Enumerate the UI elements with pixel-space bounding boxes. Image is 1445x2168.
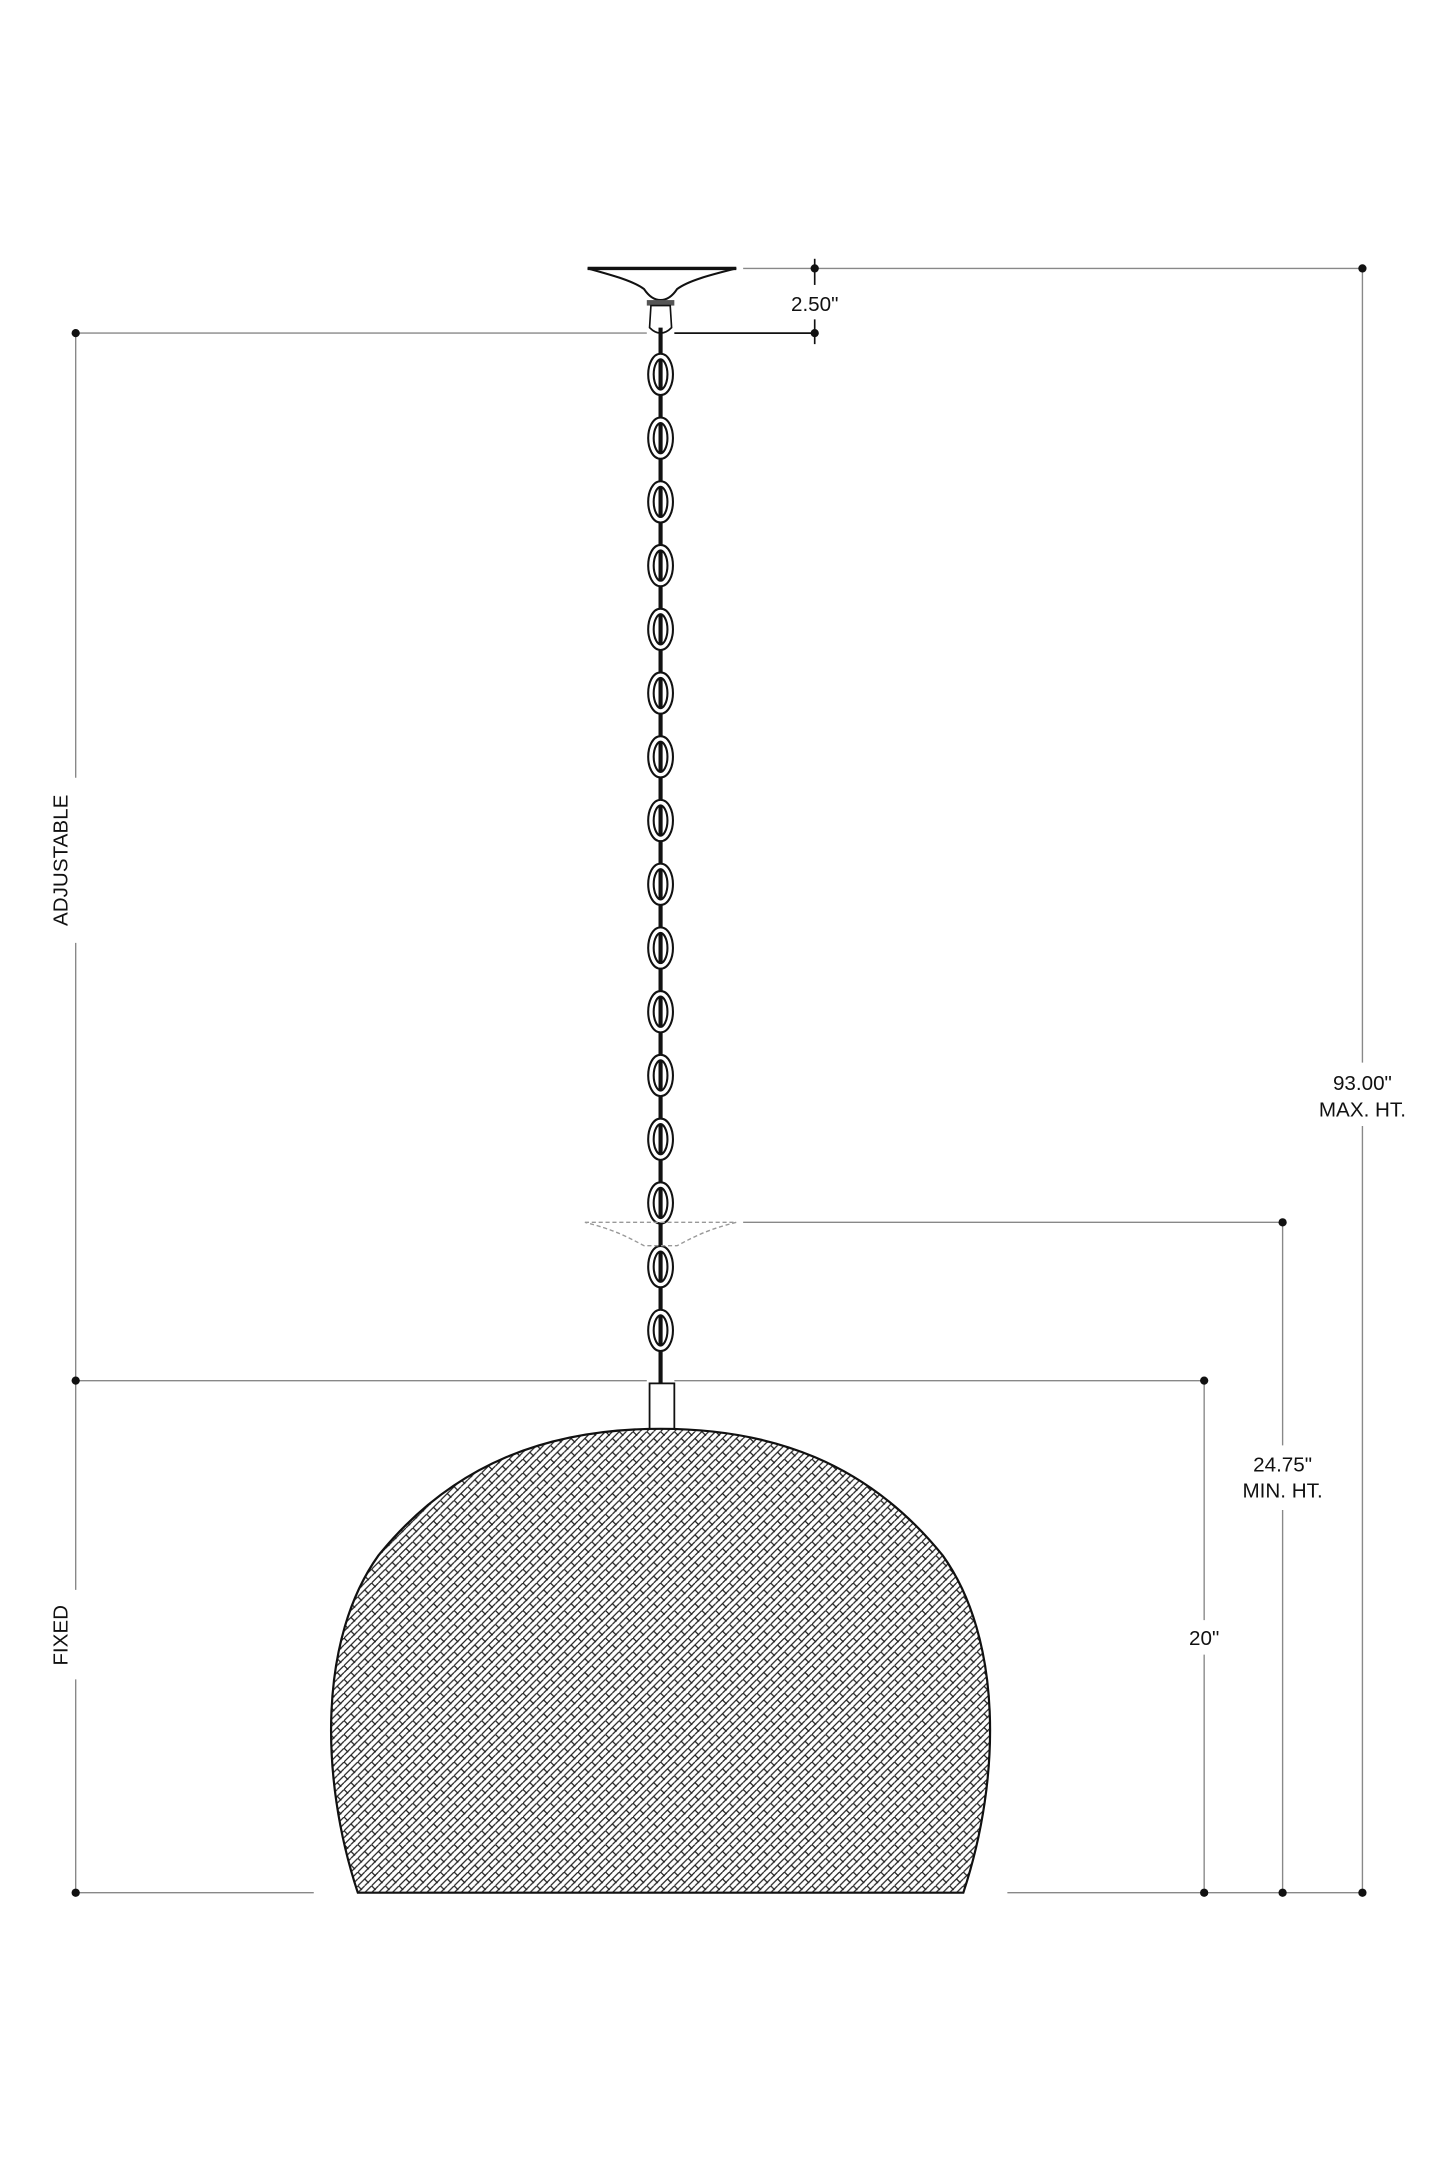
chain-link [649, 992, 672, 1032]
chain-link [649, 545, 672, 586]
max-height-label: MAX. HT. [1319, 1098, 1406, 1121]
max-height-value: 93.00" [1333, 1072, 1392, 1095]
chain-link [649, 1310, 672, 1351]
chain [647, 327, 674, 1384]
dimension-lines [71, 258, 1367, 1897]
chain-link [649, 482, 672, 522]
chain-link [649, 737, 672, 777]
chain-link [649, 418, 672, 458]
adjustable-label: ADJUSTABLE [49, 795, 72, 926]
chain-link [649, 928, 672, 968]
woven-dome-shade [329, 1427, 992, 1894]
fixed-height-value: 20" [1189, 1627, 1219, 1650]
canopy-height-label: 2.50" [791, 293, 838, 316]
min-height-label: MIN. HT. [1243, 1480, 1323, 1503]
chain-link [649, 609, 672, 649]
stem [648, 1382, 676, 1433]
canopy [587, 266, 737, 334]
chain-link [649, 1183, 672, 1223]
fixed-label: FIXED [49, 1605, 72, 1666]
chain-link [649, 354, 672, 395]
chain-link [649, 1055, 672, 1096]
chain-link [649, 864, 672, 904]
chain-link [649, 1119, 672, 1159]
min-height-value: 24.75" [1253, 1453, 1312, 1476]
chain-link [649, 673, 672, 713]
chain-link [649, 1247, 672, 1287]
chain-link [649, 800, 672, 841]
canopy-min-position [584, 1221, 737, 1247]
